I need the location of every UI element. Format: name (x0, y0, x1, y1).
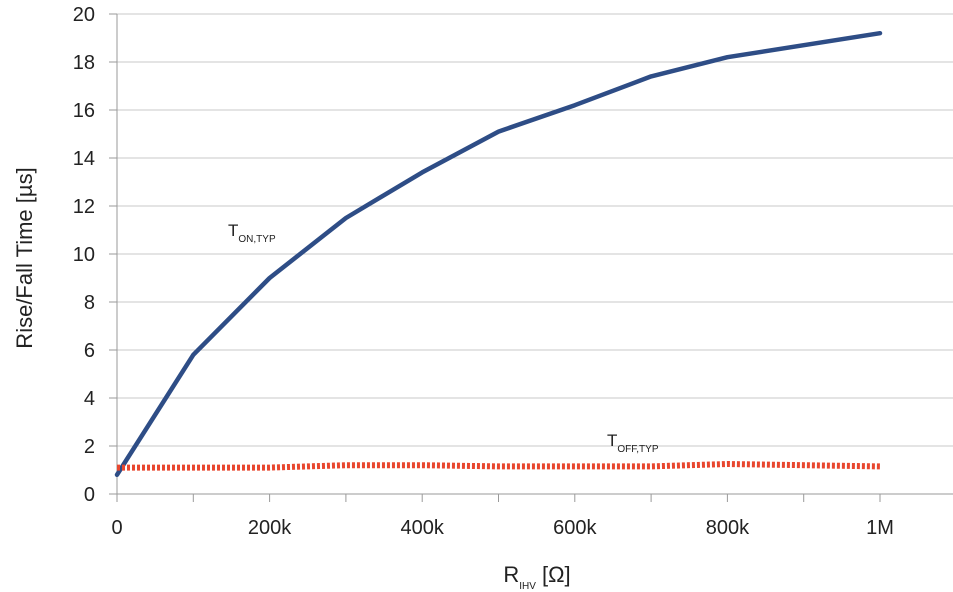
toff-annotation-sub: OFF,TYP (617, 444, 658, 455)
series-toff-line (117, 461, 881, 471)
y-tick-label: 14 (73, 148, 95, 170)
y-tick-label: 6 (84, 340, 95, 362)
ton-annotation: TON,TYP (228, 221, 276, 245)
ton-annotation-main: T (228, 221, 238, 240)
series-lines (114, 30, 883, 478)
y-tick-label: 8 (84, 292, 95, 314)
x-tick-label: 0 (111, 517, 122, 539)
x-axis-title-unit: [Ω] (536, 562, 571, 587)
y-tick-label: 4 (84, 388, 95, 410)
y-tick-label: 18 (73, 52, 95, 74)
y-tick-labels: 0 2 4 6 8 10 12 14 16 18 20 (73, 4, 95, 506)
axes (109, 13, 953, 502)
y-tick-label: 20 (73, 4, 95, 26)
y-tick-label: 12 (73, 196, 95, 218)
y-tick-label: 10 (73, 244, 95, 266)
x-axis-title-sub: IHV (519, 581, 536, 592)
x-axis-title-main: R (503, 562, 519, 587)
x-tick-label: 600k (553, 517, 597, 539)
x-tick-labels: 0 200k 400k 600k 800k 1M (111, 517, 893, 539)
y-tick-label: 0 (84, 484, 95, 506)
grid-lines (117, 13, 953, 447)
y-axis-title: Rise/Fall Time [µs] (12, 167, 37, 348)
y-tick-label: 16 (73, 100, 95, 122)
x-tick-label: 800k (706, 517, 750, 539)
y-tick-label: 2 (84, 436, 95, 458)
x-tick-label: 200k (248, 517, 292, 539)
ton-annotation-sub: ON,TYP (238, 234, 276, 245)
toff-annotation: TOFF,TYP (607, 431, 659, 455)
x-tick-label: 400k (401, 517, 445, 539)
toff-annotation-main: T (607, 431, 617, 450)
series-ton-line (114, 30, 883, 478)
x-tick-label: 1M (866, 517, 894, 539)
x-axis-title: RIHV [Ω] (503, 562, 570, 592)
